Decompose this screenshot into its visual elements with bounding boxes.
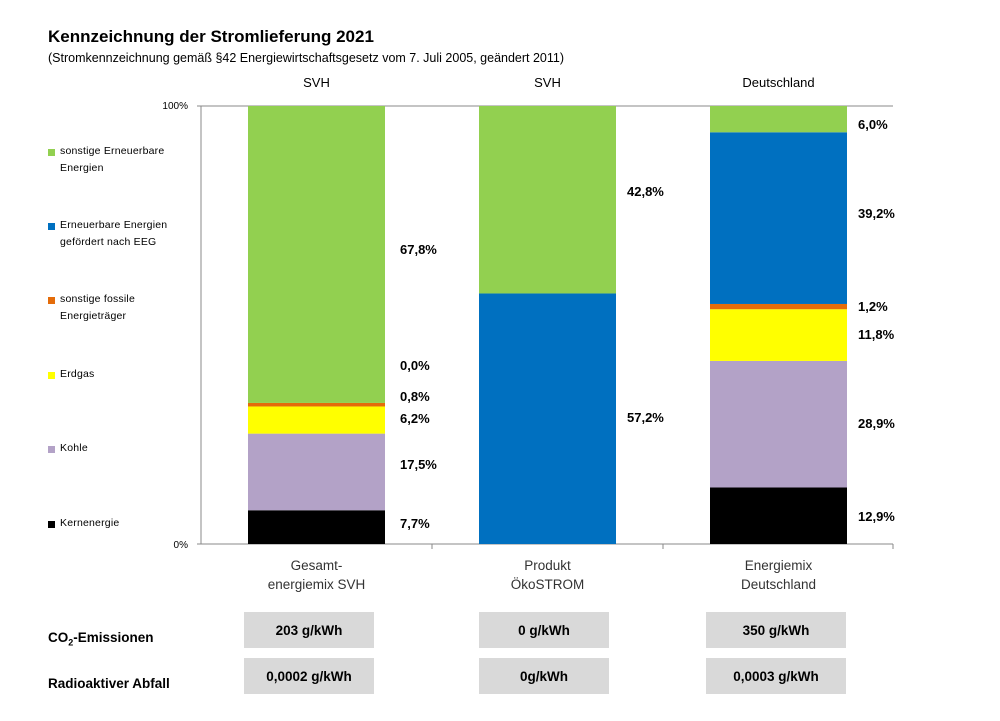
co2-value-deutschland: 350 g/kWh [706,612,846,648]
y-tick-label: 100% [162,101,188,112]
column-header: SVH [303,75,330,90]
legend-swatch [48,223,55,230]
legend-label: Erneuerbare Energien gefördert nach EEG [60,219,168,248]
y-tick-label: 0% [174,540,189,551]
bar-segment [479,293,616,544]
bar-segment [248,106,385,403]
waste-value-svh: 0,0002 g/kWh [244,658,374,694]
legend-item-kohle: Kohle [48,442,200,457]
data-label: 39,2% [858,206,895,221]
bar-segment [710,360,847,488]
legend-item-sonstige-erneuerbare: sonstige Erneuerbare Energien [48,145,200,177]
waste-value-oekostrom: 0g/kWh [479,658,609,694]
data-label: 6,2% [400,411,430,426]
data-label: 0,8% [400,389,430,404]
category-label: Gesamt- [291,558,343,573]
bar-segment [710,487,847,544]
category-label: ÖkoSTROM [511,577,585,592]
co2-value-oekostrom: 0 g/kWh [479,612,609,648]
data-label: 0,0% [400,358,430,373]
bar-segment [248,406,385,434]
data-label: 12,9% [858,509,895,524]
chart-subtitle: (Stromkennzeichnung gemäß §42 Energiewir… [48,51,565,65]
data-label: 42,8% [627,184,664,199]
bar-segment [710,132,847,304]
column-header: SVH [534,75,561,90]
data-label: 67,8% [400,242,437,257]
co2-emissions-label: CO2-Emissionen [48,630,154,648]
bar-segment [710,309,847,361]
bar-segment [248,402,385,407]
category-label: Deutschland [741,577,816,592]
bar-segment [710,303,847,310]
legend-label: sonstige fossile Energieträger [60,293,135,322]
legend-swatch [48,446,55,453]
category-label: Energiemix [745,558,813,573]
stacked-bar-chart: 100% 0% SVH Gesamt-energiemix SVH SVH Produkt… [162,75,895,592]
legend-label: Kernenergie [60,517,120,529]
data-label: 28,9% [858,416,895,431]
data-label: 11,8% [858,327,895,342]
legend-item-kernenergie: Kernenergie [48,517,200,532]
column-header: Deutschland [742,75,814,90]
legend-swatch [48,521,55,528]
data-label: 57,2% [627,410,664,425]
data-label: 7,7% [400,516,430,531]
waste-value-deutschland: 0,0003 g/kWh [706,658,846,694]
bar-segment [710,106,847,133]
chart-title: Kennzeichnung der Stromlieferung 2021 [48,27,374,46]
legend-label: Erdgas [60,368,95,380]
category-label: Produkt [524,558,571,573]
radioactive-waste-label: Radioaktiver Abfall [48,676,170,691]
legend-item-eeg: Erneuerbare Energien gefördert nach EEG [48,219,200,251]
legend-label: sonstige Erneuerbare Energien [60,145,165,174]
legend-swatch [48,372,55,379]
bar-segment [248,433,385,511]
legend-item-sonstige-fossile: sonstige fossile Energieträger [48,293,200,325]
bar-segment [479,106,616,294]
co2-value-svh: 203 g/kWh [244,612,374,648]
data-label: 17,5% [400,457,437,472]
legend-label: Kohle [60,442,88,454]
category-label: energiemix SVH [268,577,366,592]
data-label: 6,0% [858,117,888,132]
legend-item-erdgas: Erdgas [48,368,200,383]
legend-swatch [48,297,55,304]
legend-swatch [48,149,55,156]
bar-segment [248,510,385,544]
data-label: 1,2% [858,299,888,314]
